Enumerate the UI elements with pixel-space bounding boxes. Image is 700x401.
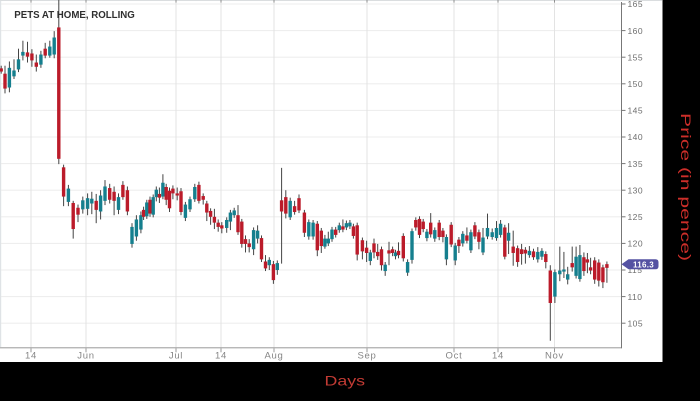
- svg-text:135: 135: [628, 159, 644, 169]
- svg-text:160: 160: [628, 26, 644, 36]
- svg-text:155: 155: [628, 52, 644, 62]
- svg-text:105: 105: [628, 318, 644, 328]
- svg-text:110: 110: [628, 292, 643, 302]
- svg-text:130: 130: [628, 185, 644, 195]
- svg-text:125: 125: [628, 212, 644, 222]
- svg-text:140: 140: [628, 132, 644, 142]
- svg-text:115: 115: [628, 265, 643, 275]
- svg-text:Aug: Aug: [264, 351, 283, 362]
- svg-text:145: 145: [628, 106, 644, 116]
- svg-text:116.3: 116.3: [633, 260, 654, 269]
- svg-text:Oct: Oct: [446, 351, 463, 362]
- svg-text:Jun: Jun: [77, 351, 94, 362]
- svg-text:150: 150: [628, 79, 644, 89]
- svg-text:14: 14: [25, 351, 37, 362]
- svg-text:Price (in pence): Price (in pence): [678, 113, 694, 261]
- svg-text:14: 14: [215, 351, 227, 362]
- svg-text:Nov: Nov: [545, 351, 564, 362]
- svg-text:165: 165: [628, 0, 644, 9]
- svg-text:Days: Days: [325, 373, 366, 389]
- svg-text:Sep: Sep: [357, 351, 376, 362]
- svg-text:120: 120: [628, 239, 644, 249]
- svg-text:PETS AT HOME, ROLLING: PETS AT HOME, ROLLING: [14, 10, 135, 21]
- svg-text:Jul: Jul: [169, 351, 183, 362]
- svg-text:14: 14: [492, 351, 504, 362]
